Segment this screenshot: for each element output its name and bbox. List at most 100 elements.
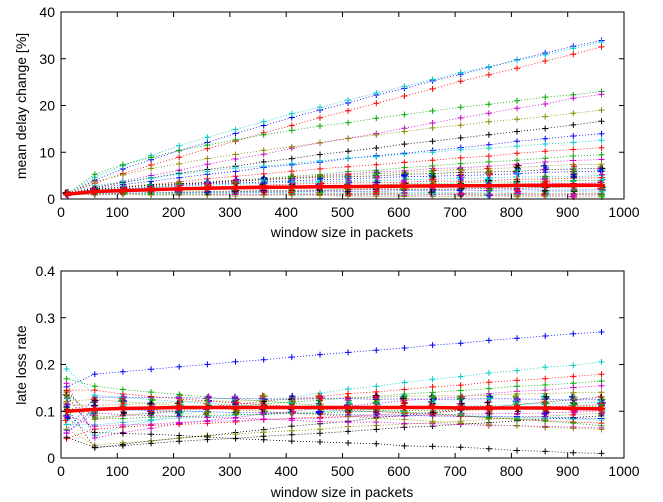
series-line bbox=[66, 147, 602, 195]
data-point bbox=[91, 434, 98, 441]
data-point bbox=[146, 181, 153, 188]
data-point bbox=[288, 110, 295, 117]
series-line bbox=[66, 184, 602, 195]
series-line bbox=[66, 133, 602, 195]
x-axis-label-late-loss: window size in packets bbox=[270, 484, 413, 500]
data-point bbox=[485, 63, 492, 70]
data-point bbox=[91, 444, 98, 451]
data-point bbox=[148, 389, 155, 396]
data-point bbox=[148, 440, 155, 447]
mean-series-line bbox=[66, 405, 602, 414]
data-point bbox=[485, 118, 492, 125]
data-point bbox=[91, 383, 98, 390]
series-line bbox=[66, 139, 602, 195]
series-line bbox=[66, 154, 602, 195]
data-point bbox=[288, 168, 295, 175]
data-point bbox=[458, 400, 465, 407]
data-point bbox=[429, 383, 436, 390]
data-point bbox=[374, 410, 381, 417]
mean-point bbox=[260, 404, 268, 411]
mean-point bbox=[541, 181, 549, 189]
data-point bbox=[373, 115, 380, 122]
data-point bbox=[542, 51, 549, 58]
data-point bbox=[599, 192, 605, 199]
data-point bbox=[288, 143, 295, 150]
data-point bbox=[570, 146, 577, 153]
data-point bbox=[457, 444, 464, 451]
data-point bbox=[232, 176, 239, 183]
x-tick-label: 800 bbox=[500, 463, 524, 479]
data-point bbox=[485, 445, 492, 452]
data-point bbox=[485, 131, 492, 138]
data-point bbox=[542, 94, 549, 101]
mean-point bbox=[91, 405, 99, 413]
data-point bbox=[260, 416, 267, 422]
mean-point bbox=[288, 183, 296, 191]
data-point bbox=[119, 171, 126, 178]
data-point bbox=[287, 173, 294, 180]
data-point bbox=[260, 118, 267, 125]
data-point bbox=[204, 155, 211, 162]
data-point bbox=[232, 415, 239, 422]
series-line bbox=[66, 383, 602, 439]
ticks-delay: 0 100 200 300 400 500 600 700 800 900 1000 0 10 20 30 4… bbox=[39, 4, 639, 220]
data-point bbox=[512, 393, 519, 399]
data-point bbox=[176, 160, 183, 167]
data-point bbox=[317, 139, 323, 146]
data-point bbox=[456, 395, 463, 402]
data-point bbox=[317, 192, 323, 199]
data-point bbox=[542, 424, 549, 431]
data-point bbox=[487, 191, 494, 198]
x-tick-label: 1000 bbox=[608, 204, 639, 220]
data-point bbox=[542, 375, 549, 382]
x-tick-label: 700 bbox=[443, 463, 467, 479]
series-line bbox=[66, 91, 602, 195]
data-point bbox=[401, 189, 408, 196]
x-tick-label: 400 bbox=[275, 204, 299, 220]
data-point bbox=[91, 429, 98, 436]
data-point bbox=[570, 389, 577, 396]
data-point bbox=[542, 364, 549, 371]
series-line bbox=[66, 193, 602, 196]
data-point bbox=[345, 148, 352, 155]
data-point bbox=[373, 383, 380, 390]
data-point bbox=[345, 177, 352, 184]
mean-series-line bbox=[66, 183, 602, 197]
data-point bbox=[541, 398, 548, 405]
x-tick-label: 500 bbox=[331, 204, 355, 220]
data-point bbox=[514, 116, 520, 123]
data-point bbox=[457, 114, 464, 121]
series-line bbox=[66, 120, 602, 195]
data-point bbox=[261, 398, 268, 405]
data-point bbox=[485, 379, 492, 386]
data-point bbox=[402, 172, 408, 179]
data-point bbox=[514, 383, 520, 390]
data-point bbox=[570, 139, 577, 146]
data-point bbox=[204, 168, 211, 175]
x-tick-label: 400 bbox=[275, 463, 299, 479]
data-point bbox=[429, 138, 436, 145]
data-point bbox=[401, 111, 408, 118]
mean-point bbox=[344, 404, 352, 411]
data-point bbox=[401, 93, 408, 99]
data-point bbox=[232, 165, 239, 171]
series-line bbox=[66, 192, 602, 196]
x-tick-label: 600 bbox=[387, 463, 411, 479]
data-point bbox=[317, 151, 323, 158]
data-point bbox=[232, 136, 239, 143]
mean-point bbox=[147, 186, 155, 194]
series-line bbox=[66, 401, 602, 426]
data-point bbox=[288, 438, 295, 445]
data-point bbox=[514, 170, 521, 177]
data-point bbox=[485, 71, 492, 78]
y-tick-label: 10 bbox=[39, 144, 55, 160]
data-point bbox=[457, 134, 464, 141]
data-point bbox=[457, 122, 464, 129]
data-point bbox=[176, 154, 183, 161]
data-point bbox=[514, 150, 520, 157]
data-point bbox=[542, 333, 549, 339]
data-point bbox=[570, 121, 577, 128]
data-point bbox=[514, 367, 520, 374]
data-point bbox=[176, 438, 183, 445]
